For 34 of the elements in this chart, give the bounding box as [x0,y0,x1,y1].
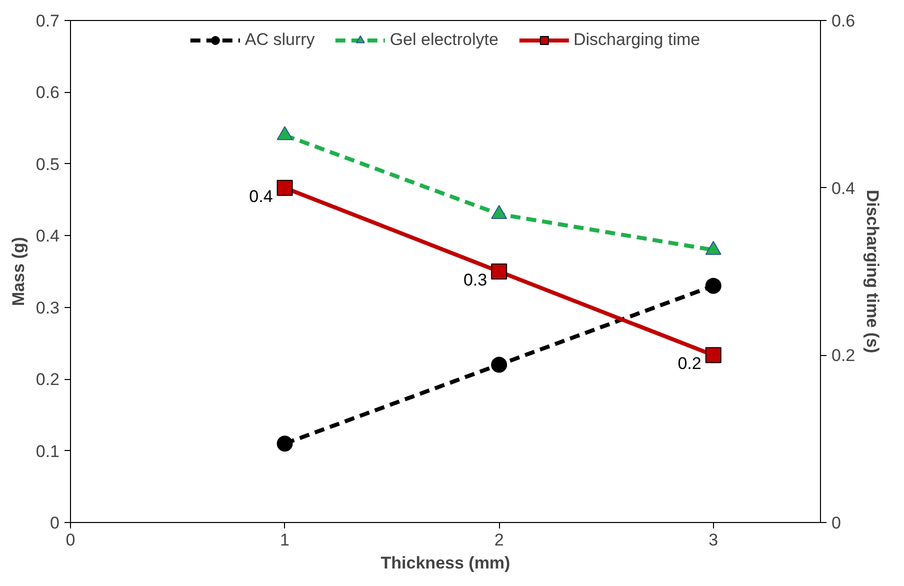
y-tick-label: 0.1 [36,442,60,461]
y2-tick-label: 0.4 [832,178,856,198]
point [491,264,508,280]
x-axis-title: Thickness (mm) [380,554,510,572]
y2-tick-label: 0.6 [832,12,856,30]
y-axis-title: Mass (g) [8,237,28,306]
y-tick-label: 0.4 [36,226,60,246]
y-tick-label: 0.7 [36,12,60,30]
y-tick-label: 0 [50,514,60,532]
point [491,204,508,219]
y-tick-label: 0.3 [36,298,60,318]
legend-label: Gel electrolyte [390,30,498,50]
y2-tick-label: 0 [832,514,841,532]
point [276,180,293,196]
data-label: 0.3 [463,270,488,290]
point [705,347,722,364]
y-tick-label: 0.2 [36,370,60,390]
point [705,240,722,255]
legend-label: AC slurry [244,30,315,50]
point [705,278,722,294]
y-tick-label: 0.5 [36,154,60,174]
point [491,356,508,373]
x-tick-label: 3 [708,530,718,550]
point [276,126,293,140]
data-label: 0.2 [678,354,702,374]
x-tick-label: 1 [280,530,290,550]
data-label: 0.4 [249,186,273,206]
point [276,436,293,452]
y-tick-label: 0.6 [36,83,60,102]
legend-label: Discharging time [573,30,700,50]
x-tick-label: 0 [66,530,76,550]
x-tick-label: 2 [494,530,504,550]
y2-tick-label: 0.2 [832,346,856,366]
y2-axis-title: Discharging time (s) [863,190,882,354]
